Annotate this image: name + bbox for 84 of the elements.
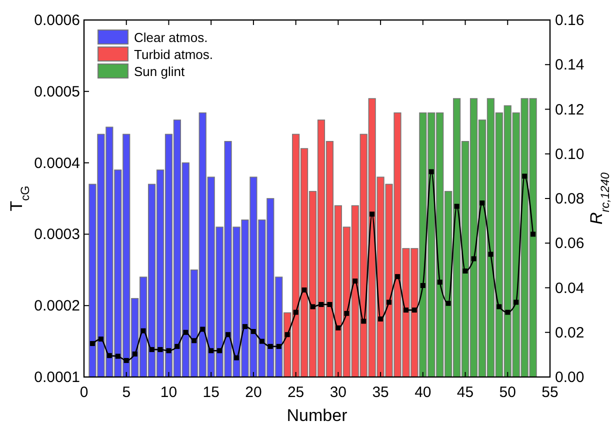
point — [226, 332, 231, 338]
point — [505, 310, 510, 315]
point — [183, 330, 188, 335]
x-tick-label: 10 — [160, 384, 178, 401]
y-tick-label: 0.0002 — [34, 298, 80, 315]
x-tick-label: 35 — [372, 384, 389, 401]
x-axis-title: Number — [286, 406, 348, 425]
point — [454, 204, 460, 209]
point — [234, 355, 240, 360]
point — [361, 318, 366, 324]
point — [462, 268, 468, 274]
point — [166, 348, 172, 354]
point — [471, 256, 476, 262]
point — [327, 302, 332, 307]
point — [480, 200, 485, 206]
y-tick-label: 0.0006 — [34, 12, 80, 29]
point — [488, 252, 494, 257]
y2-tick-label: 0.10 — [555, 146, 584, 163]
point — [428, 169, 434, 174]
y2-tick-label: 0.06 — [555, 235, 584, 252]
point — [90, 341, 95, 346]
point — [158, 347, 163, 352]
y2-tick-label: 0.12 — [555, 101, 584, 118]
point — [106, 353, 112, 358]
legend-label: Clear atmos. — [134, 30, 208, 45]
point — [259, 338, 264, 344]
point — [149, 347, 154, 352]
point — [302, 287, 307, 292]
point — [522, 174, 528, 179]
x-tick-label: 45 — [456, 384, 474, 401]
point — [242, 324, 248, 330]
point — [132, 352, 138, 357]
legend-label: Sun glint — [134, 64, 185, 79]
point — [370, 212, 375, 217]
x-tick-label: 0 — [80, 384, 88, 401]
x-tick-label: 55 — [542, 384, 558, 401]
legend-label: Turbid atmos. — [134, 47, 213, 62]
x-tick-label: 25 — [287, 384, 304, 401]
y-tick-label: 0.0001 — [34, 369, 80, 386]
y2-tick-label: 0.14 — [555, 56, 584, 74]
y-tick-label: 0.0003 — [34, 226, 80, 244]
point — [336, 325, 341, 330]
y2-tick-label: 0.04 — [555, 280, 584, 297]
point — [378, 316, 384, 322]
point — [124, 358, 129, 363]
point — [530, 232, 536, 237]
point — [386, 300, 392, 305]
x-tick-label: 30 — [330, 384, 347, 401]
point — [200, 326, 206, 332]
point — [420, 283, 426, 288]
point — [403, 308, 408, 313]
point — [284, 332, 290, 338]
x-tick-label: 15 — [202, 384, 220, 401]
point — [174, 344, 180, 349]
x-tick-label: 40 — [414, 384, 432, 401]
point — [293, 310, 298, 315]
point — [352, 278, 358, 284]
point — [268, 344, 273, 349]
point — [437, 280, 442, 285]
point — [217, 348, 222, 354]
point — [276, 344, 282, 349]
point — [192, 338, 197, 344]
point — [115, 354, 120, 359]
x-tick-label: 20 — [245, 384, 262, 401]
point — [250, 328, 256, 334]
point — [394, 274, 400, 280]
y2-tick-label: 0.00 — [555, 369, 584, 386]
point — [344, 310, 350, 316]
point — [446, 300, 451, 306]
y-tick-label: 0.0005 — [34, 83, 80, 100]
point — [310, 304, 316, 310]
point — [140, 328, 146, 334]
y-tick-label: 0.0004 — [34, 154, 80, 172]
point — [412, 308, 417, 313]
x-tick-label: 50 — [499, 384, 516, 401]
y2-tick-label: 0.02 — [555, 324, 584, 342]
point — [496, 304, 502, 310]
y2-tick-label: 0.16 — [555, 12, 584, 29]
point — [98, 336, 104, 342]
x-tick-label: 5 — [122, 384, 131, 401]
y2-tick-label: 0.08 — [555, 190, 584, 208]
point — [514, 300, 519, 305]
point — [318, 302, 324, 307]
point — [208, 348, 214, 354]
